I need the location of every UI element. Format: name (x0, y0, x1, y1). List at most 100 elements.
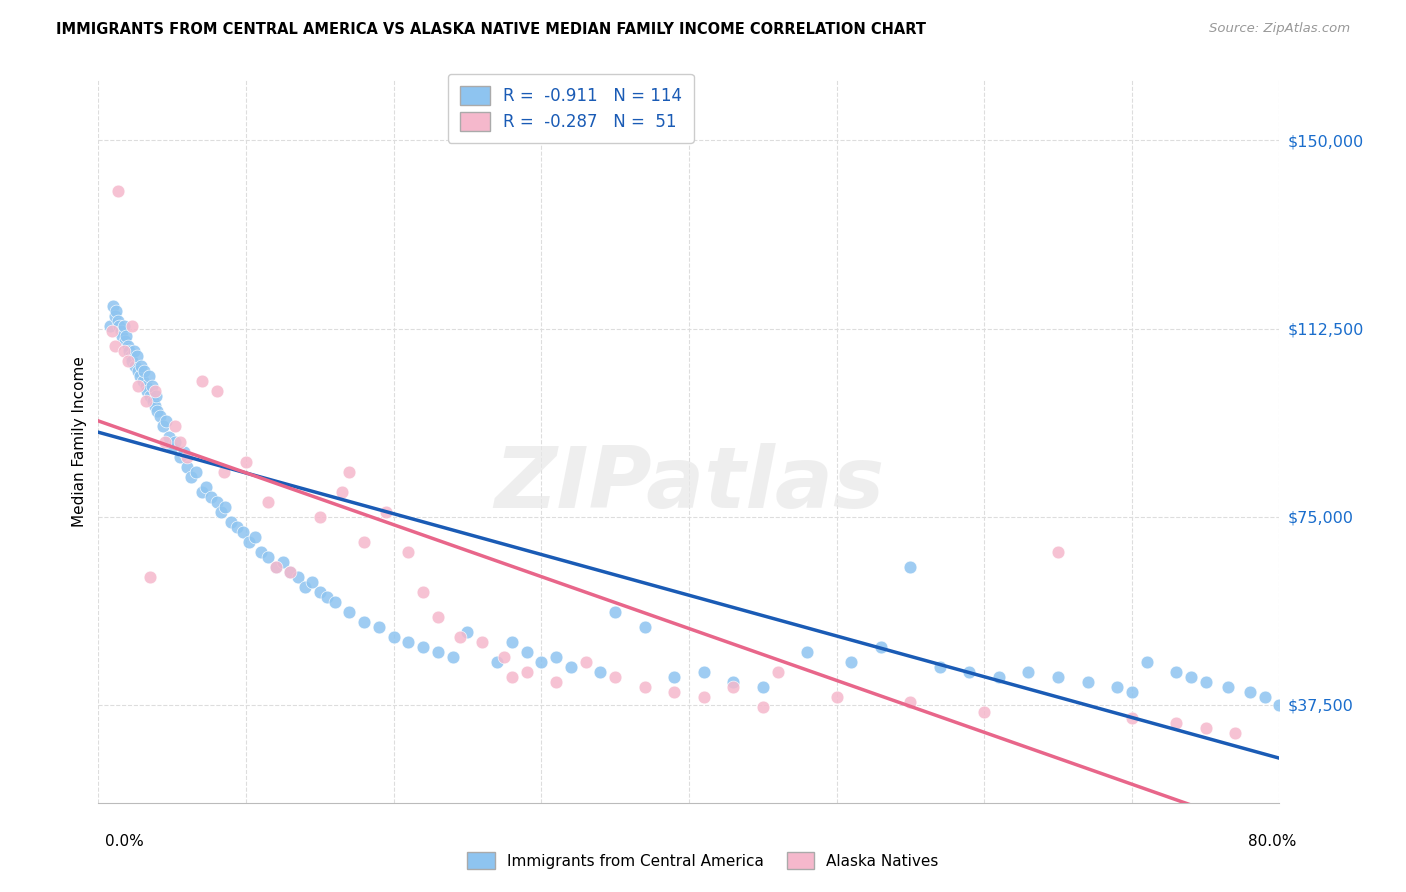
Point (516, 665, 538, 680)
Point (117, 354, 139, 368)
Point (1166, 715, 1188, 730)
Point (516, 645, 538, 659)
Point (180, 469, 202, 483)
Point (323, 595, 346, 609)
Point (110, 324, 132, 338)
Point (375, 505, 398, 519)
Point (257, 549, 280, 564)
Point (1107, 681, 1129, 695)
Point (973, 706, 995, 720)
Point (353, 534, 375, 549)
Point (120, 349, 142, 363)
Point (1166, 665, 1188, 680)
Point (121, 319, 143, 334)
Point (560, 660, 582, 674)
Point (280, 565, 302, 579)
Point (353, 615, 375, 630)
Point (796, 645, 818, 659)
Point (149, 409, 172, 424)
Point (173, 444, 195, 458)
Point (494, 650, 516, 665)
Point (117, 339, 139, 353)
Point (243, 530, 266, 544)
Point (441, 650, 464, 665)
Point (1077, 675, 1099, 690)
Point (309, 585, 332, 599)
Point (1216, 681, 1239, 695)
Point (693, 690, 716, 705)
Point (546, 650, 568, 665)
Point (1047, 670, 1070, 684)
Point (589, 665, 612, 680)
Point (427, 610, 450, 624)
Point (1268, 698, 1291, 712)
Point (145, 389, 167, 403)
Point (1225, 725, 1247, 739)
Point (1018, 665, 1040, 680)
Point (121, 354, 143, 368)
Point (226, 520, 249, 534)
Point (212, 465, 235, 479)
Point (575, 655, 598, 669)
Point (530, 655, 553, 669)
Point (634, 620, 657, 634)
Point (184, 465, 207, 479)
Point (634, 681, 657, 695)
Point (115, 329, 138, 343)
Point (1343, 725, 1365, 739)
Point (104, 339, 127, 353)
Point (1357, 731, 1379, 745)
Point (139, 389, 162, 403)
Point (605, 605, 627, 619)
Point (1136, 655, 1159, 669)
Point (191, 374, 214, 388)
Point (1195, 721, 1218, 735)
Text: 0.0%: 0.0% (105, 834, 145, 848)
Point (114, 334, 136, 348)
Point (112, 319, 135, 334)
Point (125, 349, 148, 363)
Point (257, 494, 280, 508)
Point (141, 379, 163, 393)
Point (723, 675, 745, 690)
Point (412, 640, 434, 655)
Point (195, 480, 218, 494)
Legend: R =  -0.911   N = 114, R =  -0.287   N =  51: R = -0.911 N = 114, R = -0.287 N = 51 (449, 74, 693, 143)
Point (723, 681, 745, 695)
Point (752, 681, 775, 695)
Point (486, 655, 509, 669)
Point (205, 494, 228, 508)
Text: 80.0%: 80.0% (1249, 834, 1296, 848)
Point (238, 534, 260, 549)
Point (900, 560, 922, 574)
Point (235, 454, 257, 468)
Point (205, 384, 228, 399)
Point (142, 394, 165, 409)
Point (301, 574, 323, 589)
Point (176, 450, 198, 464)
Point (1239, 685, 1261, 699)
Point (1313, 715, 1336, 730)
Point (929, 660, 952, 674)
Point (162, 440, 183, 454)
Point (294, 580, 316, 594)
Point (134, 364, 156, 378)
Point (501, 635, 523, 649)
Point (1284, 703, 1306, 717)
Point (870, 640, 893, 655)
Point (316, 590, 339, 604)
Point (1121, 685, 1143, 699)
Point (136, 384, 159, 399)
Point (988, 670, 1011, 684)
Point (127, 364, 149, 378)
Point (693, 665, 716, 680)
Point (1327, 721, 1350, 735)
Text: IMMIGRANTS FROM CENTRAL AMERICA VS ALASKA NATIVE MEDIAN FAMILY INCOME CORRELATIO: IMMIGRANTS FROM CENTRAL AMERICA VS ALASK… (56, 22, 927, 37)
Point (1298, 710, 1320, 724)
Point (169, 434, 191, 449)
Point (135, 394, 157, 409)
Point (339, 605, 361, 619)
Point (501, 670, 523, 684)
Point (605, 670, 627, 684)
Point (128, 369, 150, 384)
